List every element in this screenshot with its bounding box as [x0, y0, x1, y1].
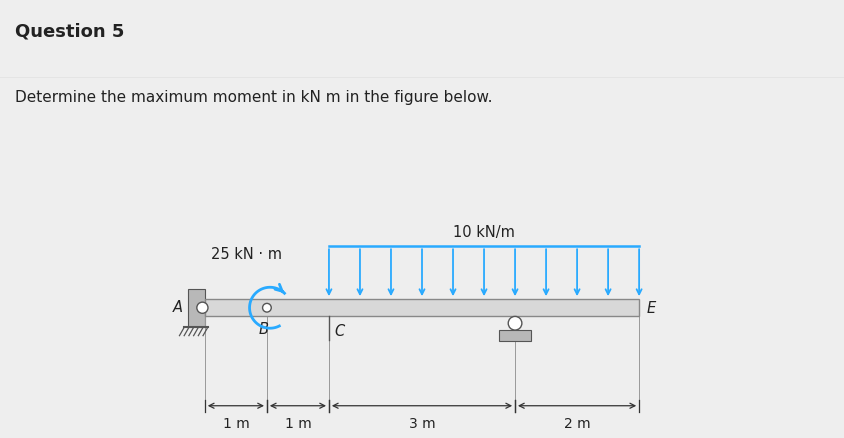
Text: D: D	[510, 328, 521, 343]
FancyBboxPatch shape	[187, 289, 205, 327]
Text: 1 m: 1 m	[223, 416, 249, 430]
Text: 2 m: 2 m	[564, 416, 591, 430]
Bar	[205, 299, 639, 317]
Text: Question 5: Question 5	[15, 22, 125, 40]
Circle shape	[508, 317, 522, 330]
Text: 1 m: 1 m	[284, 416, 311, 430]
Text: 25 kN · m: 25 kN · m	[211, 246, 282, 261]
Text: Determine the maximum moment in kN m in the figure below.: Determine the maximum moment in kN m in …	[15, 90, 493, 105]
Text: B: B	[259, 321, 269, 337]
Circle shape	[197, 303, 208, 314]
Text: 10 kN/m: 10 kN/m	[453, 224, 515, 239]
Text: A: A	[172, 299, 182, 314]
Text: E: E	[647, 300, 656, 315]
Bar	[499, 330, 531, 342]
Text: 3 m: 3 m	[408, 416, 436, 430]
Circle shape	[262, 304, 271, 312]
Text: C: C	[334, 323, 344, 338]
